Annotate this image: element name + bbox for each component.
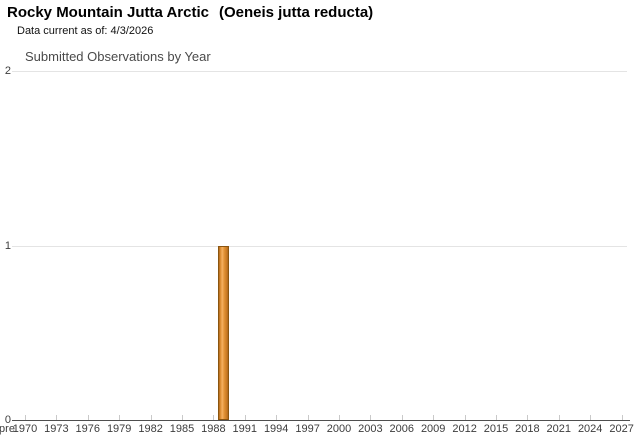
x-axis-label: 1985 [169,423,195,435]
x-tick-mark [621,415,623,420]
x-tick-mark [119,415,121,420]
x-axis-label: 1976 [75,423,101,435]
x-axis-label: 1997 [295,423,320,435]
y-axis-label: 0 [4,414,11,426]
x-axis-label: 1988 [201,423,226,435]
x-axis-label: 2015 [483,423,509,435]
x-axis-label: 2021 [546,423,572,435]
observation-bar [218,245,230,420]
x-tick-mark [558,415,560,420]
x-tick-mark [213,415,215,420]
y-axis-label: 1 [4,239,11,252]
x-tick-mark [182,415,183,420]
x-tick-mark [339,415,340,420]
x-axis-label: 2012 [452,423,477,435]
x-tick-mark [87,415,89,420]
x-axis-line [12,420,630,421]
y-axis-label: 2 [4,65,11,77]
chart-title: Submitted Observations by Year [25,49,211,64]
x-tick-mark [590,415,592,420]
x-axis-label: 1979 [106,423,132,435]
species-scientific-name: (Oeneis jutta reducta) [218,4,374,21]
x-axis-label: 2006 [389,423,415,435]
x-tick-mark [370,415,372,420]
x-tick-mark [496,415,497,420]
x-axis-label: 2027 [609,423,634,435]
species-common-name: Rocky Mountain Jutta Arctic [7,4,209,21]
data-current-note: Data current as of: 4/3/2026 [17,25,154,37]
x-axis-label: 2003 [358,423,383,435]
x-axis-label: 2024 [577,423,603,435]
x-axis-label: 1970 [12,423,38,435]
x-tick-mark [244,415,246,420]
x-axis-label: 1994 [263,423,289,435]
x-tick-mark [527,415,529,420]
x-tick-mark [401,415,403,420]
x-axis-label: 1973 [44,423,69,435]
x-axis-label: 2000 [326,423,352,435]
x-axis-label: 1982 [138,423,163,435]
x-axis-label: pre [0,423,15,435]
x-tick-mark [56,415,58,420]
x-tick-mark [150,415,152,420]
y-gridline [12,71,627,72]
x-axis-label: 2018 [515,423,540,435]
x-tick-mark [307,415,309,420]
x-tick-mark [276,415,278,420]
x-tick-mark [433,415,435,420]
x-axis-label: 1991 [232,423,258,435]
y-gridline [12,245,627,247]
page-title: Rocky Mountain Jutta Arctic (Oeneis jutta… [7,4,373,21]
x-tick-mark [464,415,466,420]
x-axis-label: 2009 [420,423,446,435]
x-tick-mark [25,415,26,420]
